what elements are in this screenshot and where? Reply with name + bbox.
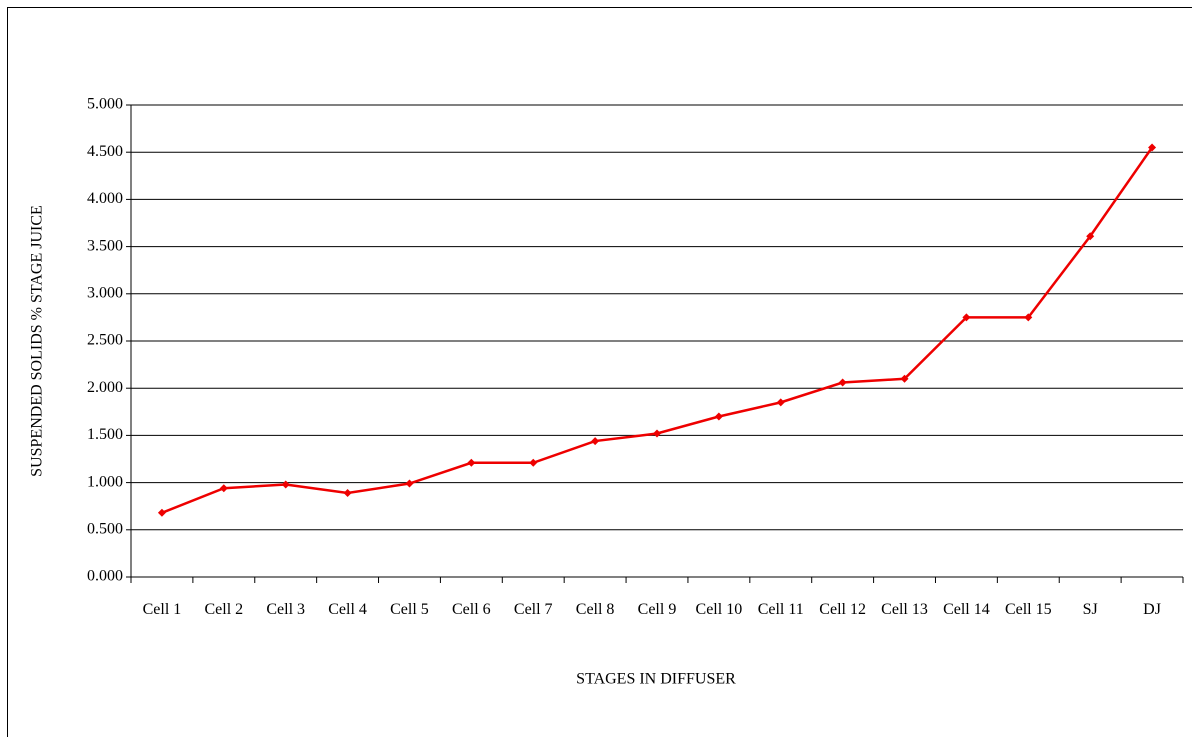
y-tick-label: 4.000	[87, 190, 123, 207]
x-tick-label: Cell 4	[328, 601, 367, 618]
x-tick-label: Cell 8	[575, 601, 615, 618]
y-tick-label: 2.500	[87, 332, 123, 349]
data-point	[1086, 232, 1095, 241]
data-point	[467, 458, 476, 467]
x-axis-title: STAGES IN DIFFUSER	[576, 671, 736, 688]
x-tick-label: Cell 15	[1004, 601, 1052, 618]
y-tick-label: 3.000	[87, 284, 123, 301]
y-tick-label: 5.000	[87, 96, 123, 113]
data-point	[1024, 313, 1033, 322]
y-axis-title: SUSPENDED SOLIDS % STAGE JUICE	[29, 205, 46, 477]
x-tick-label: Cell 1	[142, 601, 182, 618]
y-tick-label: 0.500	[87, 520, 123, 537]
data-line	[161, 146, 1154, 514]
data-point	[776, 398, 785, 407]
x-tick-label: Cell 6	[452, 601, 491, 618]
data-point	[591, 437, 600, 446]
y-tick-label: 1.000	[87, 473, 123, 490]
x-tick-label: Cell 3	[266, 601, 306, 618]
data-point	[529, 458, 538, 467]
y-tick-label: 4.500	[87, 143, 123, 160]
x-tick-label: Cell 10	[695, 601, 743, 618]
data-point	[157, 508, 166, 517]
x-tick-label: SJ	[1082, 601, 1098, 618]
x-tick-label: Cell 5	[390, 601, 429, 618]
x-tick-label: DJ	[1143, 601, 1161, 618]
data-point	[962, 313, 971, 322]
data-point	[281, 480, 290, 489]
x-tick-label: Cell 9	[637, 601, 677, 618]
x-tick-label: Cell 7	[513, 601, 553, 618]
data-point	[653, 429, 661, 438]
y-tick-label: 0.000	[87, 568, 123, 585]
x-tick-label: Cell 14	[943, 601, 990, 618]
y-tick-label: 3.500	[87, 237, 123, 254]
data-point	[838, 378, 847, 387]
x-tick-label: Cell 11	[757, 601, 804, 618]
x-tick-label: Cell 13	[881, 601, 928, 618]
data-point	[1148, 143, 1157, 152]
x-tick-label: Cell 12	[819, 601, 866, 618]
data-point	[714, 412, 723, 421]
y-tick-label: 1.500	[87, 426, 123, 443]
x-tick-label: Cell 2	[204, 601, 244, 618]
data-point	[343, 488, 352, 497]
chart-border	[7, 7, 1192, 737]
y-tick-label: 2.000	[87, 379, 123, 396]
data-point	[900, 374, 909, 383]
data-point	[405, 479, 414, 488]
data-point	[219, 484, 228, 493]
